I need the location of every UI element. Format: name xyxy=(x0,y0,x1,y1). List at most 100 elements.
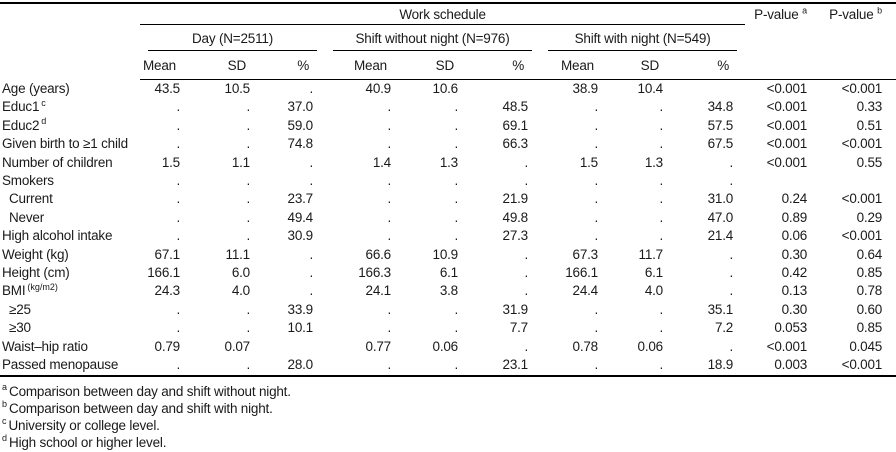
stat-cell: . xyxy=(387,117,391,133)
stat-cell: 166.1 xyxy=(565,265,598,281)
pvalue-b-label: P-value xyxy=(829,7,874,22)
stat-cell: . xyxy=(729,338,734,354)
table-row: Never.. 49.4.. 49.8.. 47.0 0.89 0.29 xyxy=(0,209,896,227)
stat-cell: . xyxy=(176,320,180,336)
stat-cell: . xyxy=(540,356,610,377)
stat-cell: . xyxy=(729,265,734,281)
stat-cell: . xyxy=(524,338,528,354)
stat-cell: . xyxy=(729,173,734,189)
stat-cell: . xyxy=(594,228,598,244)
stat-cell: . xyxy=(176,228,180,244)
pvalue-a-header: P-value a xyxy=(745,3,818,80)
pvalue-cell: 0.55 xyxy=(856,154,883,170)
row-label-superscript: d xyxy=(41,116,47,127)
stat-cell: 48.5 xyxy=(502,99,529,115)
pvalue-cell: <0.001 xyxy=(766,99,808,115)
table-row: Weight (kg) 67.1 11.1. 66.6 10.9. 67.3 11.7. 0.… xyxy=(0,246,896,264)
stat-cell: . xyxy=(246,136,250,152)
stat-cell: . xyxy=(454,228,458,244)
stat-cell: 57.5 xyxy=(707,117,734,133)
stat-cell: 38.9 xyxy=(572,81,599,96)
stat-cell: 49.4 xyxy=(287,209,314,225)
group-header-shift-with-night: Shift with night (N=549) xyxy=(540,25,745,51)
footnote-text: High school or higher level. xyxy=(9,434,167,450)
stat-cell: . xyxy=(387,173,391,189)
pvalue-cell: 0.29 xyxy=(856,209,883,225)
stat-cell: . xyxy=(309,265,313,281)
table-row: ≥25.. 33.9.. 31.9.. 35.1 0.30 0.60 xyxy=(0,301,896,319)
stat-cell: 0.79 xyxy=(154,338,181,354)
stat-cell: 67.1 xyxy=(154,246,181,262)
stat-cell: . xyxy=(387,99,391,115)
stat-cell: . xyxy=(659,301,663,317)
row-label: High alcohol intake xyxy=(2,228,113,244)
stat-cell: 4.0 xyxy=(644,283,663,299)
pvalue-cell: <0.001 xyxy=(841,191,883,207)
stat-cell: 37.0 xyxy=(287,99,314,115)
stat-cell: . xyxy=(454,117,458,133)
group-header-day: Day (N=2511) xyxy=(140,25,325,51)
stat-cell: 67.3 xyxy=(572,246,599,262)
stat-cell: 30.9 xyxy=(287,228,314,244)
pvalue-cell xyxy=(745,172,817,190)
pvalue-cell: 0.30 xyxy=(781,246,808,262)
header-row-stats: Mean SD % Mean SD % Mean SD % xyxy=(0,51,896,80)
pvalue-cell: 0.85 xyxy=(856,320,883,336)
pvalue-cell: 0.85 xyxy=(856,265,883,281)
row-label: Number of children xyxy=(2,154,113,170)
stat-cell: . xyxy=(454,191,458,207)
table-row: Educ1 c.. 37.0.. 48.5.. 34.8 <0.001 0.33 xyxy=(0,98,896,116)
footnote: b Comparison between day and shift with n… xyxy=(2,400,896,417)
stat-cell: . xyxy=(246,301,250,317)
pvalue-cell: <0.001 xyxy=(766,81,808,96)
stat-cell: 28.0 xyxy=(262,356,325,377)
stat-cell: . xyxy=(524,246,528,262)
row-label: BMI (kg/m2) xyxy=(2,282,58,299)
stat-cell: . xyxy=(594,191,598,207)
column-header-pct-day: % xyxy=(262,51,325,80)
header-row-groups: Day (N=2511) Shift without night (N=976)… xyxy=(0,25,896,51)
table-row: ≥30.. 10.1.. 7.7.. 7.2 0.053 0.85 xyxy=(0,319,896,337)
stat-cell: 27.3 xyxy=(502,228,529,244)
stat-cell: . xyxy=(454,320,458,336)
stat-cell: . xyxy=(246,191,250,207)
pvalue-cell xyxy=(817,172,896,190)
table-row: Given birth to ≥1 child.. 74.8.. 66.3.. 67.… xyxy=(0,135,896,153)
stat-cell: 23.7 xyxy=(287,191,314,207)
stat-cell: 0.06 xyxy=(637,338,664,354)
stat-cell: 33.9 xyxy=(287,301,314,317)
stat-cell: 166.1 xyxy=(147,265,180,281)
stat-cell: . xyxy=(454,99,458,115)
stat-cell: . xyxy=(454,301,458,317)
stat-cell: 10.5 xyxy=(224,81,251,96)
stat-cell: . xyxy=(246,228,250,244)
pvalue-cell: 0.30 xyxy=(781,301,808,317)
stat-cell: . xyxy=(309,81,313,96)
pvalue-cell: <0.001 xyxy=(766,136,808,152)
stat-cell: . xyxy=(729,283,734,299)
stat-cell: . xyxy=(387,228,391,244)
row-label: Educ1 c xyxy=(2,98,46,115)
stat-cell: . xyxy=(176,301,180,317)
stat-cell: . xyxy=(594,136,598,152)
stat-cell: 69.1 xyxy=(502,117,529,133)
label-column-stats-spacer xyxy=(0,51,140,80)
stat-cell: . xyxy=(594,173,598,189)
stat-cell: 6.1 xyxy=(644,265,663,281)
column-header-pct-swn: % xyxy=(470,51,540,80)
stat-cell: . xyxy=(387,136,391,152)
stat-cell: 49.8 xyxy=(502,209,529,225)
stat-cell: . xyxy=(524,173,528,189)
table-row: Waist–hip ratio 0.79 0.07 0.77 0.06. 0.78 0.06… xyxy=(0,338,896,356)
footnote-text: Comparison between day and shift with ni… xyxy=(9,400,273,416)
stat-cell: . xyxy=(176,99,180,115)
pvalue-cell: 0.51 xyxy=(856,117,883,133)
stat-cell xyxy=(470,80,540,99)
column-header-sd-day: SD xyxy=(192,51,262,80)
baseline-characteristics-table: Work schedule P-value a P-value b Day (N… xyxy=(0,2,896,377)
stat-cell: . xyxy=(659,320,663,336)
stat-cell: . xyxy=(325,356,403,377)
footnote-superscript: a xyxy=(2,382,8,392)
stat-cell: . xyxy=(309,173,313,189)
stat-cell: . xyxy=(176,136,180,152)
